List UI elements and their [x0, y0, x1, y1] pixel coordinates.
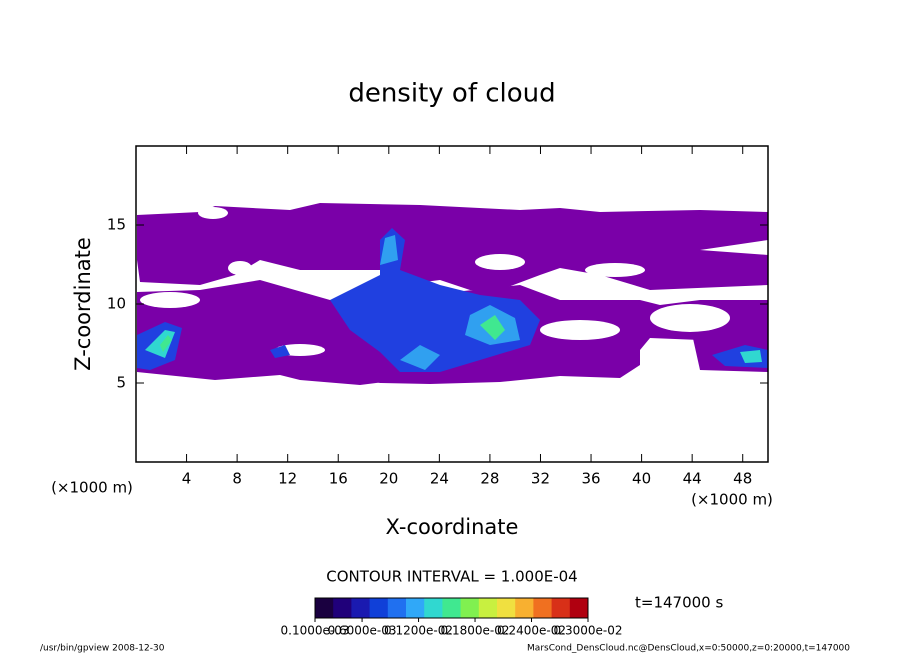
colorbar-cell [387, 598, 407, 618]
contour-interval: CONTOUR INTERVAL = 1.000E-04 [326, 568, 577, 586]
footer-right: MarsCond_DensCloud.nc@DensCloud,x=0:5000… [527, 644, 850, 654]
colorbar-tick-label: 0.1200e-02 [384, 624, 453, 638]
gaps [140, 207, 730, 356]
colorbar-cell [478, 598, 498, 618]
x-tick-label: 48 [733, 470, 752, 488]
colorbar-tick-label: 0.2400e-02 [497, 624, 566, 638]
colorbar-tick-label: 0.1000e-03 [281, 624, 350, 638]
x-tick-label: 16 [329, 470, 348, 488]
colorbar-cell [515, 598, 534, 618]
time-label: t=147000 s [635, 594, 723, 612]
colorbar-cell [333, 598, 352, 618]
x-tick-label: 8 [232, 470, 242, 488]
x-tick-label: 32 [531, 470, 550, 488]
chart-title: density of cloud [348, 79, 555, 109]
gap [540, 320, 620, 340]
footer-left: /usr/bin/gpview 2008-12-30 [40, 644, 165, 654]
colorbar-cell [442, 598, 462, 618]
y-unit: (×1000 m) [691, 491, 773, 509]
colorbar-cell [424, 598, 443, 618]
x-tick-label: 36 [581, 470, 600, 488]
gap [585, 263, 645, 277]
cloud-core [480, 315, 505, 340]
colorbar-cell [315, 598, 334, 618]
cloud-core [160, 335, 172, 352]
colorbar-cell [551, 598, 571, 618]
colorbar-tick-label: 0.1800e-02 [441, 624, 510, 638]
gap [475, 254, 525, 270]
x-tick-label: 20 [379, 470, 398, 488]
colorbar-tick-label: 0.6000e-03 [328, 624, 397, 638]
gap [650, 304, 730, 332]
x-axis-title: X-coordinate [386, 515, 519, 539]
colorbar-cell [406, 598, 425, 618]
colorbar-tick-label: 0.3000e-02 [554, 624, 623, 638]
x-tick-label: 4 [182, 470, 192, 488]
y-tick-label: 10 [107, 295, 126, 313]
cloud-core [380, 235, 520, 370]
colorbar-cell [569, 598, 589, 618]
colorbar-cell [533, 598, 553, 618]
y-tick-label: 15 [107, 216, 126, 234]
x-unit: (×1000 m) [51, 479, 133, 497]
gap [140, 292, 200, 308]
colorbar-cell [369, 598, 389, 618]
x-tick-label: 40 [632, 470, 651, 488]
colorbar-cell [351, 598, 371, 618]
gap [228, 261, 252, 275]
colorbar-cell [497, 598, 516, 618]
colorbar-cell [460, 598, 480, 618]
y-axis-title: Z-coordinate [71, 237, 95, 371]
colorbar-frame [314, 597, 589, 619]
x-tick-label: 24 [430, 470, 449, 488]
y-tick-label: 5 [116, 374, 126, 392]
field-high [137, 228, 768, 372]
x-tick-label: 28 [480, 470, 499, 488]
gap [198, 207, 228, 219]
x-tick-label: 12 [278, 470, 297, 488]
x-tick-label: 44 [683, 470, 702, 488]
